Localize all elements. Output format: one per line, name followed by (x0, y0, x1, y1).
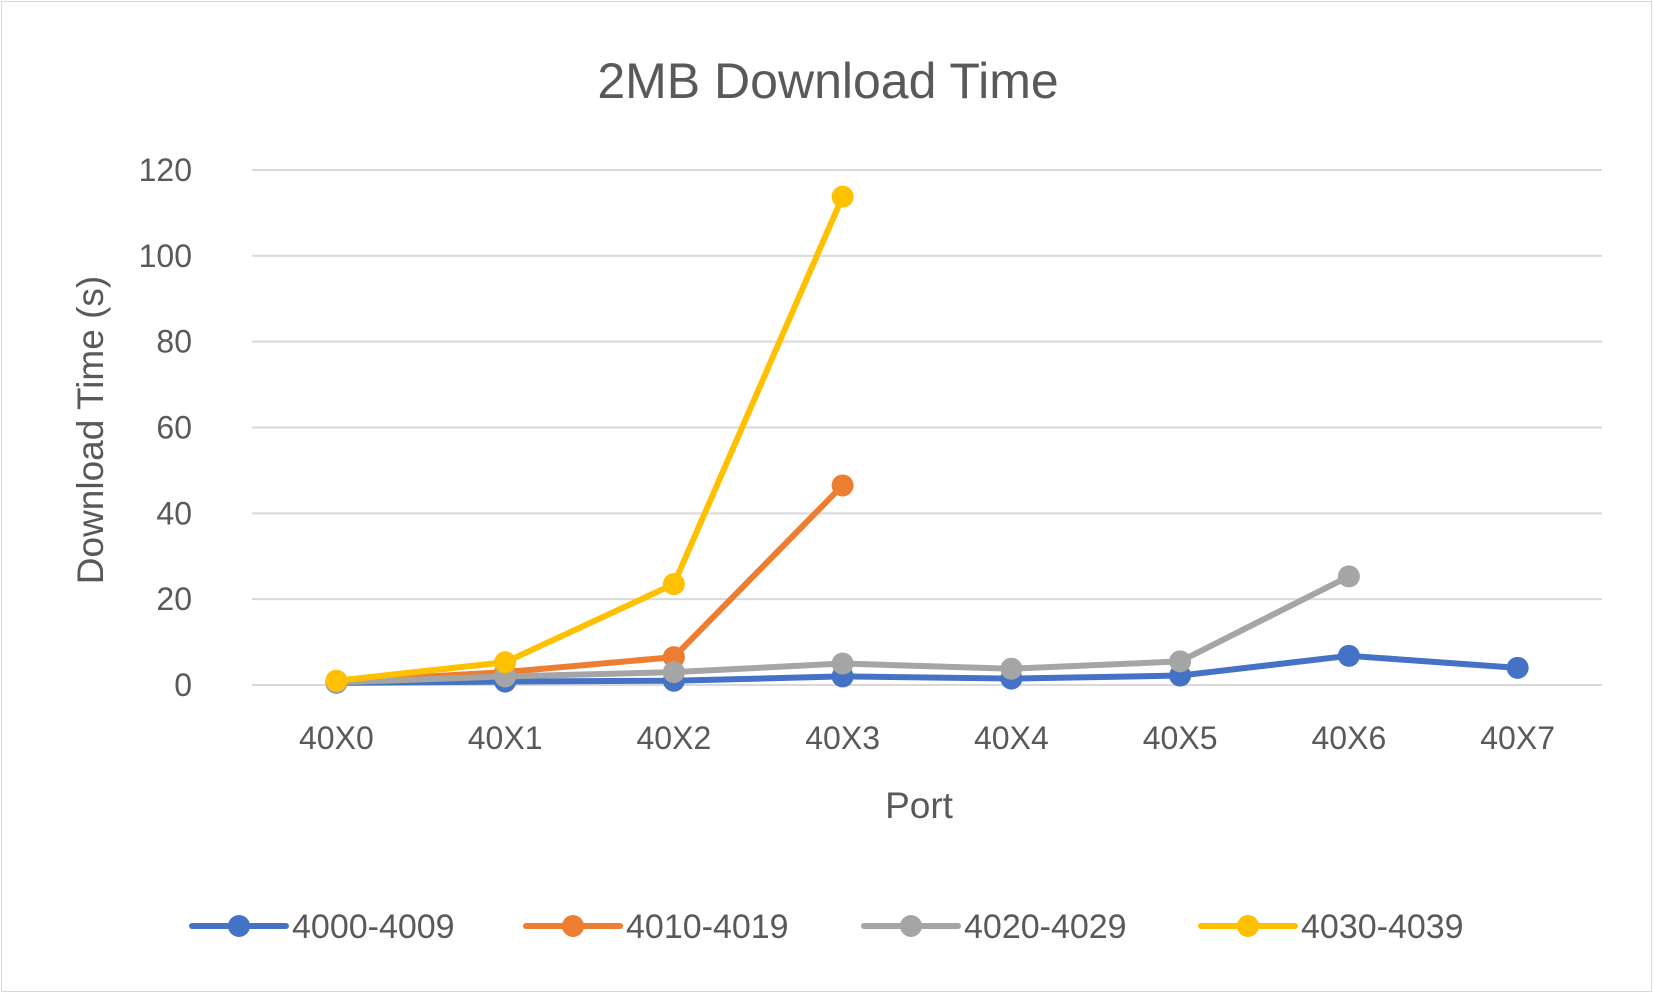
series-4030-4039 (325, 185, 854, 692)
legend-swatch-marker (900, 915, 922, 937)
legend-label: 4000-4009 (292, 908, 455, 946)
x-tick-label: 40X4 (974, 720, 1049, 756)
legend-item: 4020-4029 (861, 908, 1127, 946)
y-tick-label: 80 (156, 324, 192, 360)
legend-label: 4030-4039 (1301, 908, 1464, 946)
legend-swatch-marker (228, 915, 250, 937)
gridlines (252, 169, 1602, 686)
y-axis-label: Download Time (s) (70, 276, 111, 584)
legend: 4000-4009 4010-4019 4020-4029 4030-4039 (189, 908, 1464, 946)
data-point (662, 573, 685, 596)
data-point (1169, 650, 1192, 673)
x-axis-label: Port (885, 785, 954, 826)
legend-item: 4030-4039 (1198, 908, 1464, 946)
y-tick-label: 20 (156, 581, 192, 617)
legend-item: 4010-4019 (523, 908, 789, 946)
x-tick-label: 40X7 (1480, 720, 1555, 756)
y-tick-label: 0 (174, 667, 192, 703)
x-tick-label: 40X3 (805, 720, 880, 756)
series-line (333, 652, 1521, 686)
y-tick-label: 40 (156, 495, 192, 531)
data-point (831, 652, 854, 675)
series-lines (325, 185, 1529, 694)
y-tick-label: 60 (156, 410, 192, 446)
y-tick-label: 100 (139, 238, 192, 274)
legend-swatch-marker (562, 915, 584, 937)
data-point (1337, 644, 1360, 667)
x-tick-label: 40X0 (299, 720, 374, 756)
data-point (831, 185, 854, 208)
data-point (1337, 565, 1360, 588)
legend-item: 4000-4009 (189, 908, 455, 946)
data-point (325, 669, 348, 692)
x-axis-ticks: 40X0 40X1 40X2 40X3 40X4 40X5 40X6 40X7 (299, 720, 1555, 756)
chart-title: 2MB Download Time (597, 53, 1058, 109)
x-tick-label: 40X5 (1143, 720, 1218, 756)
y-tick-label: 120 (139, 152, 192, 188)
series-line (333, 193, 846, 684)
legend-label: 4020-4029 (964, 908, 1127, 946)
x-tick-label: 40X2 (637, 720, 712, 756)
data-point (1506, 656, 1529, 679)
data-point (494, 651, 517, 674)
legend-label: 4010-4019 (626, 908, 789, 946)
series-line (333, 482, 846, 685)
series-4010-4019 (325, 474, 854, 693)
y-axis-ticks: 0 20 40 60 80 100 120 (139, 152, 192, 703)
data-point (1000, 657, 1023, 680)
legend-swatch-marker (1237, 915, 1259, 937)
x-tick-label: 40X6 (1312, 720, 1387, 756)
data-point (831, 474, 854, 497)
data-point (662, 661, 685, 684)
x-tick-label: 40X1 (468, 720, 543, 756)
